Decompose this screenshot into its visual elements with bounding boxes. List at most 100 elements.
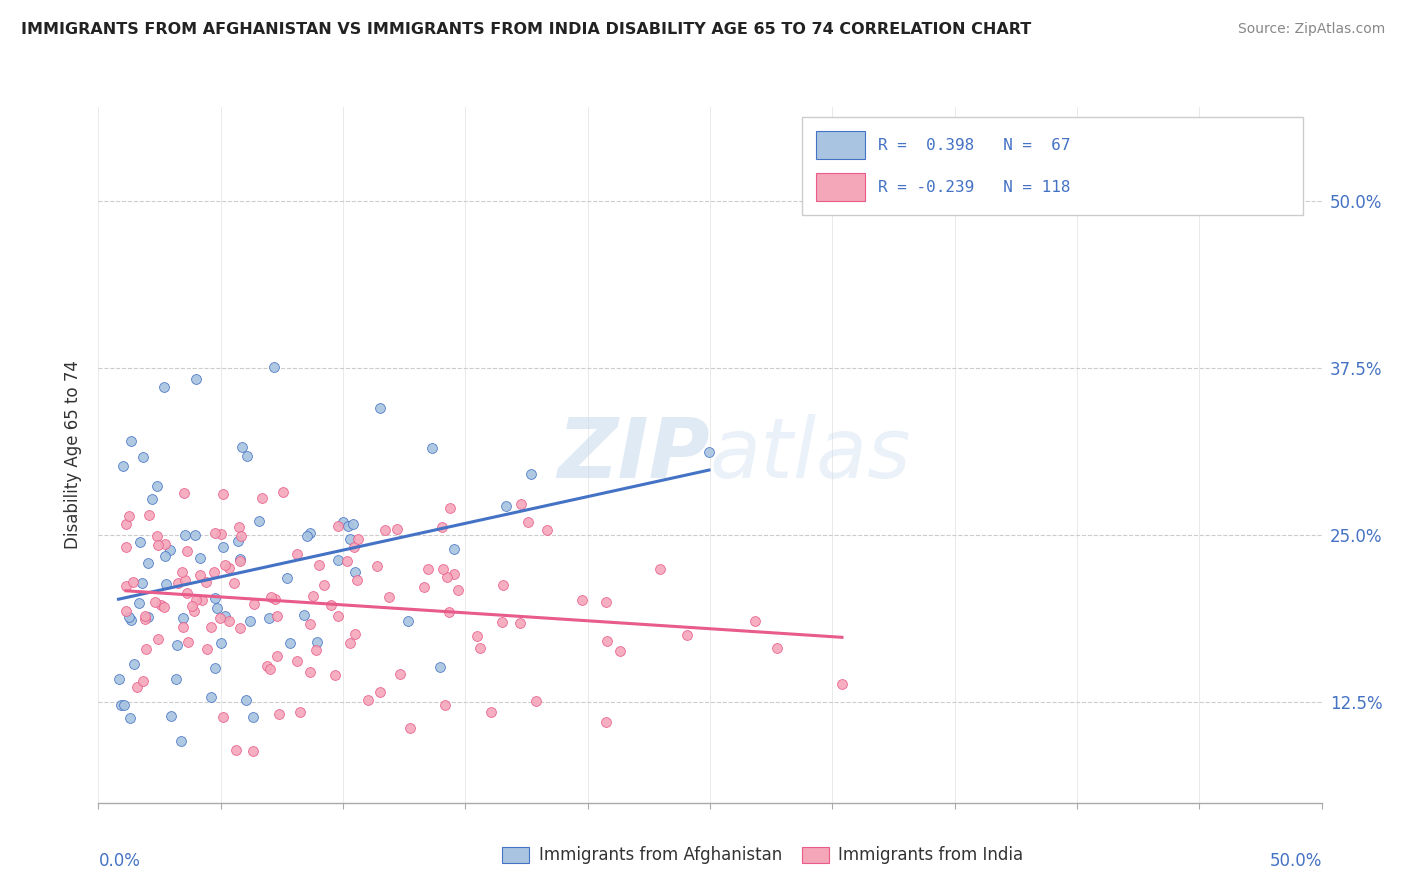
Point xyxy=(218,561,240,575)
Text: 50.0%: 50.0% xyxy=(1270,852,1322,870)
Point xyxy=(366,559,388,574)
Point xyxy=(648,562,671,576)
Point xyxy=(146,538,169,552)
Point xyxy=(321,598,343,612)
Point xyxy=(177,634,200,648)
Point xyxy=(495,500,517,514)
Point xyxy=(302,589,325,603)
Point xyxy=(170,733,193,747)
Point xyxy=(491,615,513,630)
Point xyxy=(135,642,157,657)
Point xyxy=(519,467,541,482)
Point xyxy=(259,662,281,676)
Point xyxy=(118,609,141,624)
Point xyxy=(136,610,159,624)
Point xyxy=(299,665,322,679)
Point xyxy=(596,633,619,648)
Point xyxy=(115,517,138,532)
Point xyxy=(204,591,226,606)
Point xyxy=(115,541,138,555)
Point xyxy=(266,609,288,624)
FancyBboxPatch shape xyxy=(502,847,529,863)
Point xyxy=(492,578,515,592)
Point xyxy=(420,442,443,456)
Point xyxy=(155,577,177,591)
Point xyxy=(209,636,232,650)
Point xyxy=(344,627,367,641)
Point xyxy=(347,532,370,546)
Point xyxy=(214,558,236,573)
Point xyxy=(413,580,436,594)
Point xyxy=(342,516,364,531)
Point xyxy=(357,693,380,707)
Point xyxy=(214,608,236,623)
Point xyxy=(524,694,547,708)
Point xyxy=(204,661,226,675)
Text: atlas: atlas xyxy=(710,415,911,495)
Point xyxy=(138,508,160,522)
Point xyxy=(368,401,391,415)
Point xyxy=(229,552,252,566)
Point xyxy=(159,543,181,558)
Point xyxy=(188,551,211,566)
Point xyxy=(443,541,465,556)
Point xyxy=(132,674,155,689)
Point xyxy=(332,516,354,530)
Point xyxy=(256,658,278,673)
FancyBboxPatch shape xyxy=(801,118,1303,215)
Point xyxy=(141,492,163,507)
Text: Source: ZipAtlas.com: Source: ZipAtlas.com xyxy=(1237,22,1385,37)
Text: R =  0.398   N =  67: R = 0.398 N = 67 xyxy=(877,137,1070,153)
Point xyxy=(765,640,787,655)
Point xyxy=(339,636,361,650)
Text: IMMIGRANTS FROM AFGHANISTAN VS IMMIGRANTS FROM INDIA DISABILITY AGE 65 TO 74 COR: IMMIGRANTS FROM AFGHANISTAN VS IMMIGRANT… xyxy=(21,22,1032,37)
Point xyxy=(231,440,253,454)
Point xyxy=(326,552,349,566)
Point xyxy=(517,515,540,529)
Point xyxy=(174,573,197,587)
Point xyxy=(204,525,226,540)
Point xyxy=(146,479,169,493)
Point xyxy=(145,595,167,609)
Point xyxy=(191,592,214,607)
Point xyxy=(176,586,198,600)
Point xyxy=(831,677,853,691)
Point xyxy=(172,611,194,625)
Point xyxy=(205,600,228,615)
Point xyxy=(595,714,617,729)
Point xyxy=(326,518,349,533)
Point xyxy=(368,685,391,699)
Point xyxy=(174,528,197,542)
Point xyxy=(124,657,146,671)
Point xyxy=(287,654,309,668)
Point xyxy=(271,485,294,500)
Point xyxy=(186,372,208,386)
Point xyxy=(209,527,232,541)
Point xyxy=(153,600,176,615)
Point xyxy=(114,698,136,713)
Point xyxy=(247,514,270,528)
Point xyxy=(468,640,491,655)
Y-axis label: Disability Age 65 to 74: Disability Age 65 to 74 xyxy=(65,360,83,549)
Point xyxy=(276,571,298,585)
Point xyxy=(346,573,368,587)
Point xyxy=(239,615,262,629)
Point xyxy=(308,558,330,572)
Point xyxy=(202,566,225,580)
Point xyxy=(418,562,440,576)
Point xyxy=(112,458,135,473)
Point xyxy=(212,487,235,501)
Point xyxy=(131,576,153,591)
Point xyxy=(295,528,318,542)
Point xyxy=(212,540,235,554)
Point xyxy=(609,644,631,658)
Point xyxy=(287,548,309,562)
Point xyxy=(120,711,142,725)
Point xyxy=(312,578,335,592)
Point xyxy=(120,613,142,627)
Point xyxy=(305,635,328,649)
Point xyxy=(160,709,183,723)
Point xyxy=(479,705,502,719)
Point xyxy=(429,660,451,674)
Point xyxy=(509,497,531,511)
